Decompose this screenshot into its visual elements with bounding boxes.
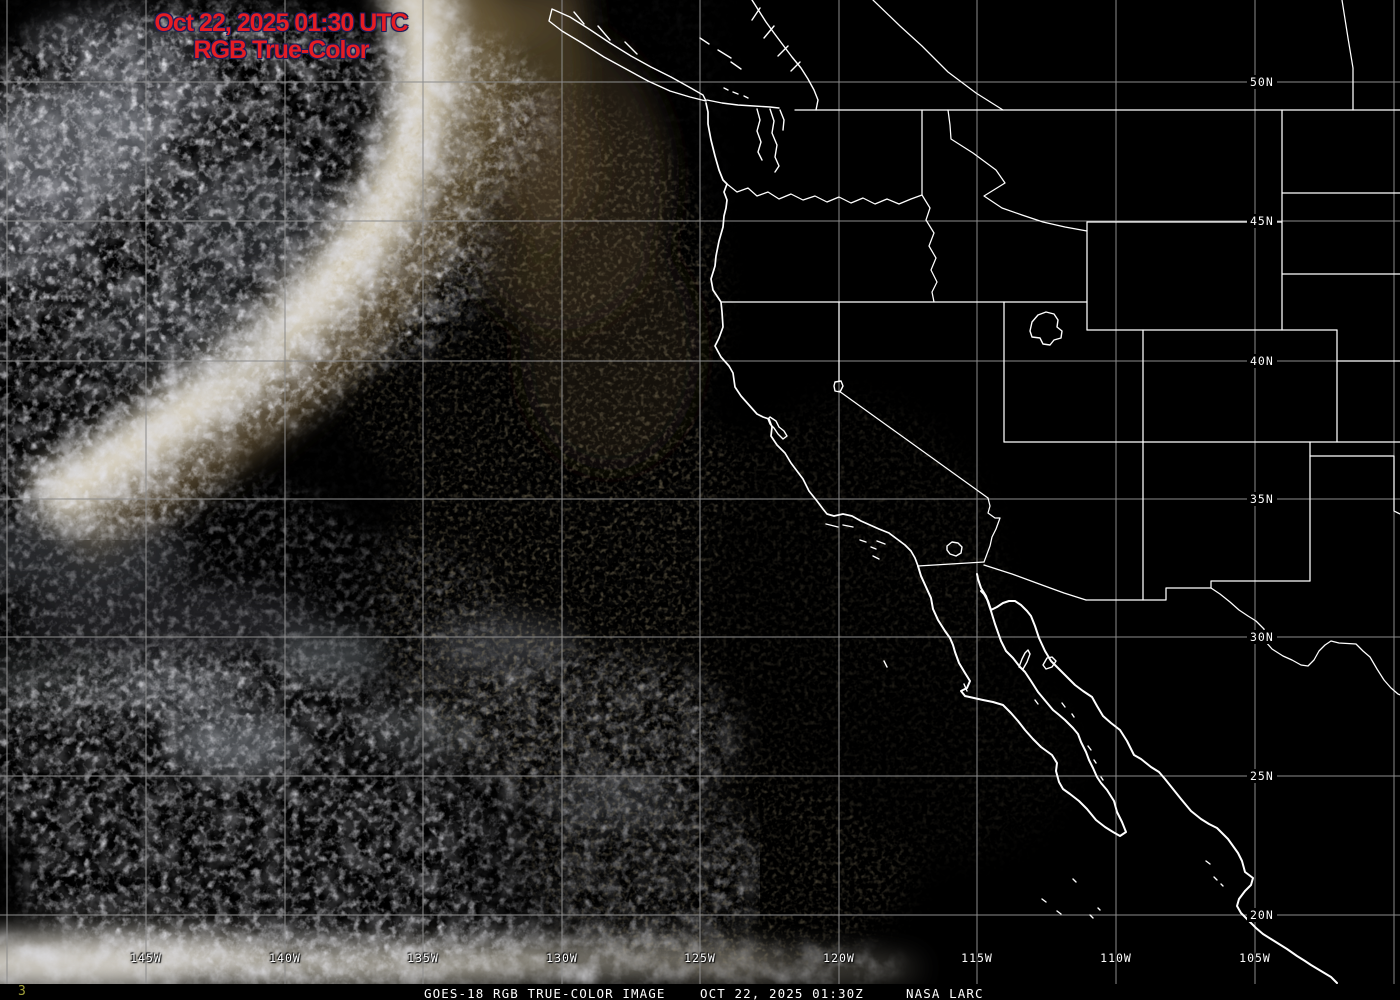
coastline-mexico: [917, 565, 1338, 984]
cloud-layer: [0, 0, 1100, 989]
status-timestamp: OCT 22, 2025 01:30Z: [700, 986, 864, 1000]
longitude-label: 115W: [961, 951, 993, 965]
state-borders: [721, 0, 1400, 696]
coastline-pnw-detail: [548, 0, 819, 173]
longitude-label: 135W: [407, 951, 439, 965]
longitude-label: 140W: [269, 951, 301, 965]
longitude-label: 105W: [1239, 951, 1271, 965]
latitude-label: 50N: [1247, 75, 1277, 89]
longitude-label: 120W: [823, 951, 855, 965]
longitude-label: 125W: [684, 951, 716, 965]
longitude-label: 110W: [1100, 951, 1132, 965]
islands-and-lakes: [767, 311, 1224, 919]
map-overlay: [548, 0, 1400, 984]
latitude-label: 30N: [1247, 630, 1277, 644]
latitude-label: 45N: [1247, 214, 1277, 228]
latitude-label: 25N: [1247, 769, 1277, 783]
status-product-name: GOES-18 RGB TRUE-COLOR IMAGE: [424, 986, 666, 1000]
coastline-us: [705, 102, 919, 567]
frame-number: 3: [18, 984, 26, 999]
status-bar: 3 GOES-18 RGB TRUE-COLOR IMAGE OCT 22, 2…: [0, 984, 1400, 1000]
longitude-label: 145W: [130, 951, 162, 965]
longitude-label: 130W: [546, 951, 578, 965]
latitude-label: 40N: [1247, 354, 1277, 368]
latitude-label: 20N: [1247, 908, 1277, 922]
latitude-label: 35N: [1247, 492, 1277, 506]
status-credit: NASA LARC: [906, 986, 984, 1000]
